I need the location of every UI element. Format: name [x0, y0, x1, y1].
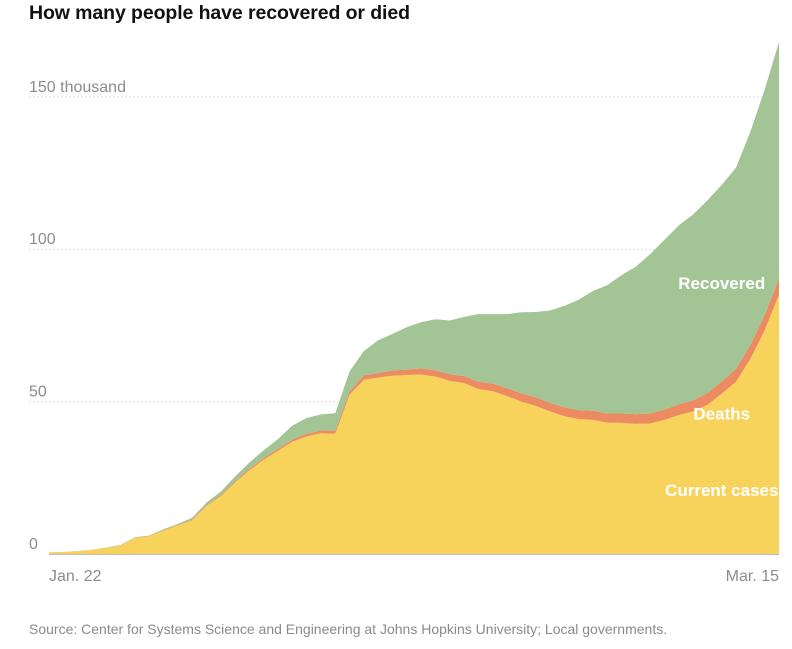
label-current-cases: Current cases [665, 481, 778, 500]
x-tick-labels: Jan. 22 Mar. 15 [49, 568, 779, 585]
chart-title: How many people have recovered or died [29, 2, 410, 24]
x-tick-label: Mar. 15 [726, 568, 779, 585]
source-note: Source: Center for Systems Science and E… [29, 621, 668, 637]
y-tick-label: 150 thousand [29, 79, 126, 96]
y-tick-label: 50 [29, 384, 47, 401]
y-tick-label: 100 [29, 231, 56, 248]
x-tick-label: Jan. 22 [49, 568, 102, 585]
label-deaths: Deaths [693, 405, 750, 424]
area-recovered [49, 42, 779, 553]
label-recovered: Recovered [678, 274, 765, 293]
area-labels: Recovered Deaths Current cases [665, 274, 778, 500]
y-tick-label: 0 [29, 536, 38, 553]
area-deaths [49, 278, 779, 553]
areas [49, 42, 779, 554]
y-tick-labels: 0 50 100 150 thousand [29, 79, 126, 553]
area-current-cases [49, 294, 779, 554]
